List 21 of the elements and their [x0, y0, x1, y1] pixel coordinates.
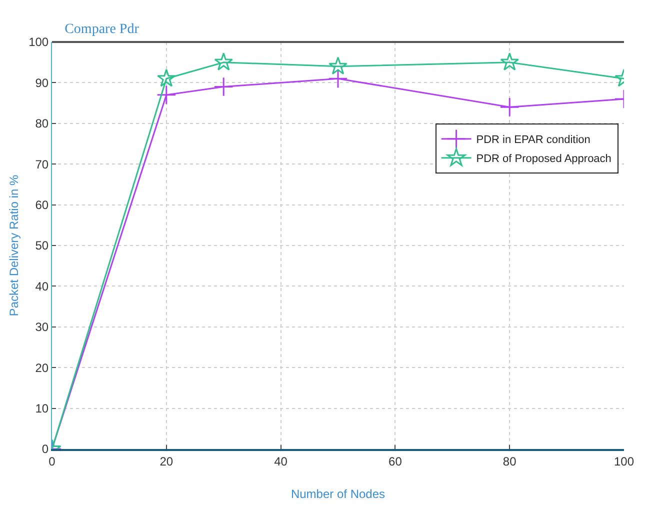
y-tick-label: 10 — [35, 402, 49, 416]
x-axis-title: Number of Nodes — [290, 486, 386, 501]
y-tick-label: 30 — [35, 320, 49, 334]
x-tick-label: 40 — [274, 454, 288, 468]
x-tick-label: 100 — [614, 454, 634, 468]
y-tick-label: 80 — [35, 116, 49, 131]
x-tick-label: 60 — [388, 454, 402, 468]
y-tick-label: 0 — [42, 442, 49, 456]
y-tick-label: 70 — [35, 157, 49, 172]
legend-label: PDR in EPAR condition — [476, 134, 590, 146]
chart-title: Compare Pdr — [64, 22, 140, 38]
y-axis-title: Packet Delivery Ratio in % — [7, 174, 21, 316]
x-tick-label: 20 — [160, 454, 174, 468]
y-tick-label: 50 — [35, 238, 49, 253]
y-tick-label: 100 — [28, 35, 49, 50]
y-tick-label: 40 — [35, 279, 49, 294]
legend-label: PDR of Proposed Approach — [476, 153, 612, 166]
y-tick-label: 60 — [35, 198, 49, 212]
x-tick-label: 80 — [502, 454, 517, 468]
y-tick-label: 90 — [35, 76, 49, 90]
y-tick-label: 20 — [35, 360, 49, 375]
